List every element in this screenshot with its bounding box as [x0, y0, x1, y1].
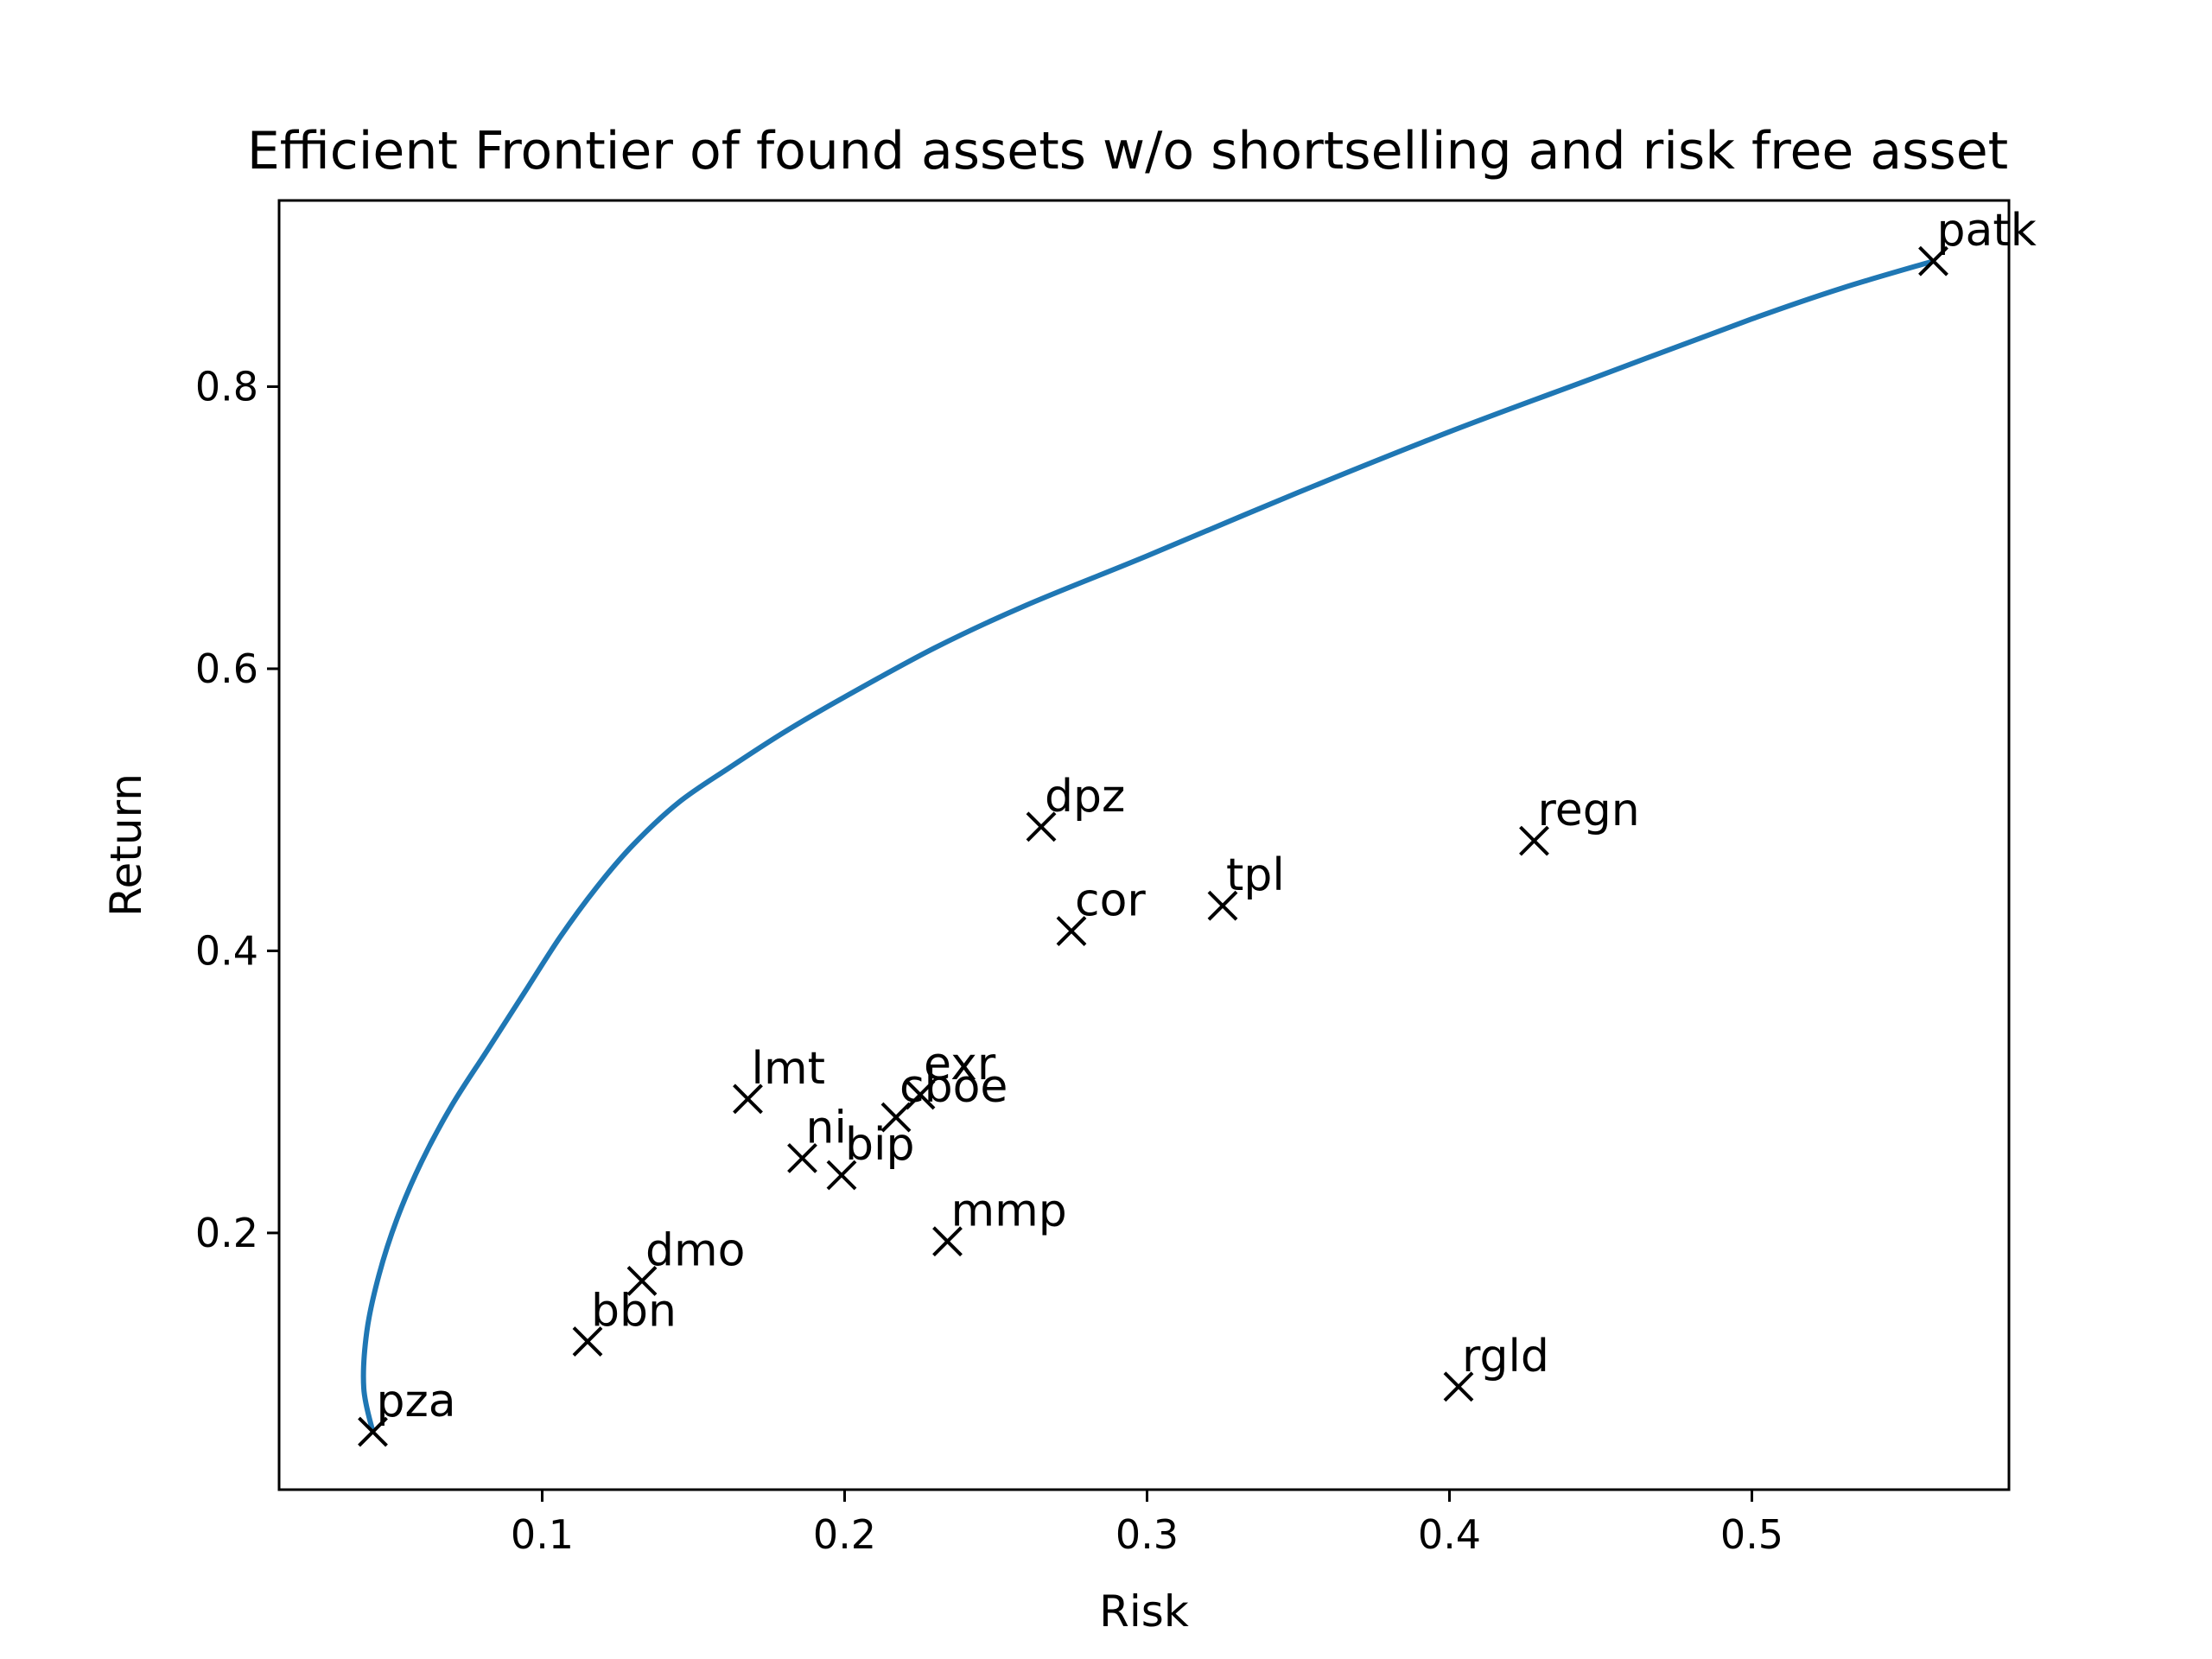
x-marker	[905, 1079, 936, 1110]
asset-label-ni: ni	[806, 1102, 847, 1154]
asset-label-cboe: cboe	[899, 1061, 1007, 1113]
x-marker	[1207, 890, 1238, 921]
asset-point-mmp: mmp	[932, 1185, 1067, 1257]
chart-title: Efficient Frontier of found assets w/o s…	[247, 121, 2008, 181]
y-tick-label: 0.2	[195, 1210, 258, 1256]
asset-point-cboe: cboe	[880, 1061, 1007, 1133]
x-tick-label: 0.1	[511, 1511, 574, 1558]
y-axis-ticks: 0.2 0.4 0.6 0.8	[195, 363, 279, 1256]
x-marker	[787, 1142, 817, 1173]
x-marker	[826, 1160, 857, 1191]
asset-point-regn: regn	[1519, 785, 1640, 856]
x-marker	[1056, 916, 1087, 946]
asset-point-dmo: dmo	[626, 1224, 745, 1296]
asset-label-bbn: bbn	[591, 1286, 677, 1338]
asset-label-patk: patk	[1937, 205, 2037, 257]
asset-point-patk: patk	[1918, 205, 2037, 276]
asset-point-cor: cor	[1056, 875, 1146, 946]
x-tick-label: 0.5	[1720, 1511, 1783, 1558]
x-tick-label: 0.3	[1116, 1511, 1179, 1558]
x-marker	[1918, 245, 1948, 276]
x-marker	[358, 1416, 388, 1447]
x-tick-label: 0.2	[813, 1511, 876, 1558]
efficient-frontier-line	[360, 258, 1935, 1433]
x-marker	[572, 1326, 603, 1357]
asset-label-dpz: dpz	[1045, 771, 1125, 823]
y-tick-label: 0.8	[195, 363, 258, 410]
asset-label-dmo: dmo	[645, 1224, 745, 1276]
asset-label-tpl: tpl	[1226, 849, 1285, 901]
asset-label-exr: exr	[924, 1039, 996, 1090]
asset-point-bbn: bbn	[572, 1286, 677, 1357]
plot-frame	[277, 199, 2011, 1491]
x-marker	[1519, 825, 1549, 856]
asset-point-dpz: dpz	[1026, 771, 1125, 842]
asset-point-exr: exr	[905, 1039, 996, 1110]
x-marker	[1026, 811, 1057, 842]
asset-point-ni: ni	[787, 1102, 847, 1173]
x-tick-label: 0.4	[1418, 1511, 1481, 1558]
asset-point-rgld: rgld	[1443, 1331, 1549, 1402]
asset-label-pza: pza	[377, 1376, 456, 1427]
x-axis-label: Risk	[1099, 1586, 1189, 1637]
asset-point-tpl: tpl	[1207, 849, 1285, 921]
asset-label-rgld: rgld	[1462, 1331, 1549, 1382]
x-marker	[1443, 1371, 1474, 1402]
x-marker	[880, 1102, 912, 1133]
asset-label-lmt: lmt	[752, 1043, 826, 1095]
asset-label-regn: regn	[1538, 785, 1640, 836]
asset-label-cor: cor	[1075, 875, 1146, 927]
asset-label-bip: bip	[845, 1119, 914, 1171]
asset-point-lmt: lmt	[733, 1043, 826, 1115]
asset-label-mmp: mmp	[951, 1185, 1067, 1237]
y-axis-label: Return	[101, 773, 151, 917]
y-tick-label: 0.4	[195, 927, 258, 974]
x-axis-ticks: 0.1 0.2 0.3 0.4 0.5	[511, 1490, 1783, 1558]
x-marker	[932, 1226, 963, 1257]
x-marker	[626, 1265, 658, 1296]
asset-point-pza: pza	[358, 1376, 456, 1447]
x-marker	[733, 1084, 763, 1115]
y-tick-label: 0.6	[195, 645, 258, 692]
asset-point-bip: bip	[826, 1119, 914, 1191]
